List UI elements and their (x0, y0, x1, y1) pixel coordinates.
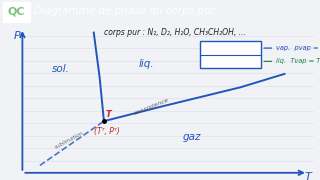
Text: (Tᵀ, Pᵀ): (Tᵀ, Pᵀ) (94, 127, 119, 136)
Text: corps pur : N₂, D₂, H₂O, CH₃CH₂OH, ...: corps pur : N₂, D₂, H₂O, CH₃CH₂OH, ... (104, 28, 246, 37)
Text: Diagramme de phase du corps pur: Diagramme de phase du corps pur (34, 6, 214, 16)
Bar (200, 41, 261, 68)
Text: vap.  pvap = pliq: vap. pvap = pliq (276, 45, 320, 51)
Text: sol.: sol. (52, 64, 69, 75)
Bar (3, 2, 30, 22)
Text: QC: QC (7, 6, 25, 16)
Text: T: T (105, 111, 111, 120)
Text: P: P (14, 31, 20, 41)
Text: liq.  Tvap = Tliq: liq. Tvap = Tliq (276, 58, 320, 64)
Text: T: T (305, 172, 312, 180)
Text: liq.: liq. (139, 58, 155, 69)
Text: sublimation: sublimation (54, 131, 85, 150)
Text: coexistence: coexistence (133, 98, 170, 116)
Text: gaz: gaz (183, 132, 201, 142)
